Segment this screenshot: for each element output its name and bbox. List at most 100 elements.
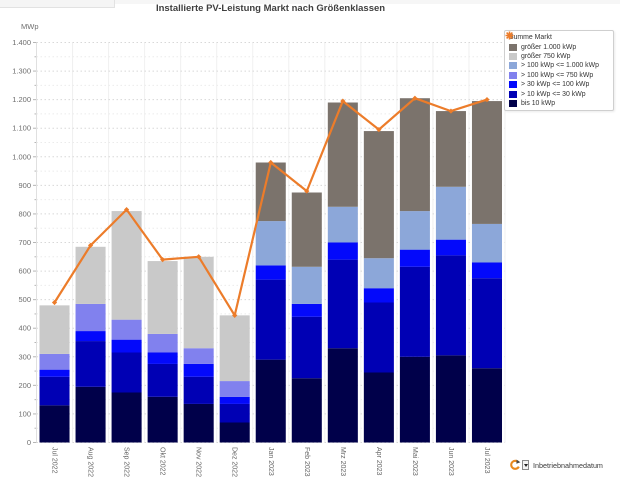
bar-segment[interactable]: [471, 262, 502, 279]
bar-segment[interactable]: [39, 369, 70, 377]
legend-swatch: [509, 52, 517, 60]
bar-segment[interactable]: [435, 186, 466, 240]
bar-segment[interactable]: [291, 378, 322, 443]
bar-segment[interactable]: [39, 405, 70, 443]
cycle-dropdown-button[interactable]: [522, 460, 529, 470]
dimension-selector: Inbetriebnahmedatum: [509, 459, 603, 471]
bar-segment[interactable]: [327, 102, 358, 207]
legend-label: > 100 kWp <= 750 kWp: [521, 71, 594, 79]
bar-segment[interactable]: [291, 303, 322, 317]
y-tick-label: 1.000: [12, 152, 31, 161]
bar-segment[interactable]: [471, 368, 502, 443]
legend-item[interactable]: > 30 kWp <= 100 kWp: [509, 80, 610, 89]
bar-segment[interactable]: [255, 279, 286, 360]
bar-segment[interactable]: [291, 192, 322, 267]
legend-item[interactable]: > 10 kWp <= 30 kWp: [509, 89, 610, 98]
bar-segment[interactable]: [219, 422, 250, 443]
bar-segment[interactable]: [435, 355, 466, 443]
bar-segment[interactable]: [111, 392, 142, 443]
x-tick-label: Jul 2023: [483, 447, 490, 474]
line-marker: [123, 207, 130, 213]
legend-item[interactable]: Summe Markt: [505, 31, 610, 42]
y-tick-label: 0: [27, 438, 31, 447]
bar-segment[interactable]: [255, 162, 286, 222]
bar-segment[interactable]: [147, 363, 178, 397]
bar-segment[interactable]: [327, 242, 358, 260]
legend-label: Summe Markt: [509, 34, 552, 42]
bar-segment[interactable]: [363, 302, 394, 373]
legend-label: größer 750 kWp: [521, 52, 571, 60]
bar-segment[interactable]: [291, 316, 322, 379]
bar-segment[interactable]: [111, 339, 142, 353]
x-tick-label: Sep 2022: [123, 447, 130, 477]
bar-segment[interactable]: [471, 223, 502, 263]
legend-swatch: [509, 43, 517, 51]
bar-segment[interactable]: [39, 305, 70, 354]
bar-segment[interactable]: [363, 372, 394, 443]
bar-segment[interactable]: [147, 352, 178, 364]
bar-segment[interactable]: [111, 352, 142, 393]
bar-segment[interactable]: [399, 249, 430, 267]
bar-segment[interactable]: [75, 246, 106, 304]
bar-segment[interactable]: [471, 101, 502, 224]
legend-item[interactable]: > 100 kWp <= 750 kWp: [509, 71, 610, 80]
bar-segment[interactable]: [363, 131, 394, 259]
x-tick-label: Aug 2022: [87, 447, 94, 477]
bar-segment[interactable]: [219, 403, 250, 423]
line-marker: [232, 312, 238, 318]
bar-segment[interactable]: [147, 333, 178, 353]
bar-segment[interactable]: [327, 259, 358, 349]
bar-segment[interactable]: [471, 278, 502, 369]
x-tick-label: Jun 2023: [447, 447, 454, 476]
legend-item[interactable]: bis 10 kWp: [509, 99, 610, 108]
bar-segment[interactable]: [183, 363, 214, 377]
line-marker: [196, 254, 202, 260]
bar-segment[interactable]: [183, 376, 214, 404]
legend-item[interactable]: größer 1.000 kWp: [509, 42, 610, 51]
bar-segment[interactable]: [183, 403, 214, 443]
bar-segment[interactable]: [255, 221, 286, 266]
y-tick-label: 400: [18, 324, 31, 333]
bar-segment[interactable]: [399, 266, 430, 357]
bar-segment[interactable]: [327, 348, 358, 443]
cycle-group-icon[interactable]: [509, 459, 521, 471]
line-marker: [448, 108, 454, 114]
bar-segment[interactable]: [399, 356, 430, 443]
bar-segment[interactable]: [219, 381, 250, 397]
bar-segment[interactable]: [435, 111, 466, 187]
x-tick-label: Apr 2023: [375, 447, 382, 476]
x-tick-label: Feb 2023: [303, 447, 310, 477]
bar-segment[interactable]: [75, 386, 106, 443]
legend-label: größer 1.000 kWp: [521, 43, 577, 51]
caption-tab: [0, 0, 115, 8]
bar-segment[interactable]: [435, 239, 466, 256]
bar-segment[interactable]: [183, 348, 214, 364]
bar-segment[interactable]: [75, 331, 106, 342]
bar-segment[interactable]: [255, 265, 286, 280]
line-marker: [268, 159, 274, 166]
y-tick-label: 800: [18, 209, 31, 218]
bar-segment[interactable]: [219, 315, 250, 382]
bar-segment[interactable]: [111, 211, 142, 320]
bar-segment[interactable]: [219, 396, 250, 404]
bar-segment[interactable]: [363, 288, 394, 303]
bar-segment[interactable]: [39, 376, 70, 406]
bar-segment[interactable]: [111, 319, 142, 340]
bar-segment[interactable]: [75, 303, 106, 332]
bar-segment[interactable]: [327, 206, 358, 243]
line-marker: [376, 127, 382, 133]
legend-item[interactable]: > 100 kWp <= 1.000 kWp: [509, 61, 610, 70]
legend-item[interactable]: größer 750 kWp: [509, 52, 610, 61]
bar-segment[interactable]: [399, 98, 430, 212]
bar-segment[interactable]: [147, 261, 178, 334]
bar-segment[interactable]: [39, 353, 70, 370]
bar-segment[interactable]: [399, 211, 430, 250]
bar-segment[interactable]: [435, 255, 466, 356]
bar-segment[interactable]: [363, 258, 394, 289]
bar-segment[interactable]: [255, 359, 286, 443]
bar-segment[interactable]: [75, 341, 106, 387]
bar-segment[interactable]: [147, 396, 178, 443]
bar-segment[interactable]: [291, 266, 322, 304]
bar-segment[interactable]: [183, 256, 214, 349]
